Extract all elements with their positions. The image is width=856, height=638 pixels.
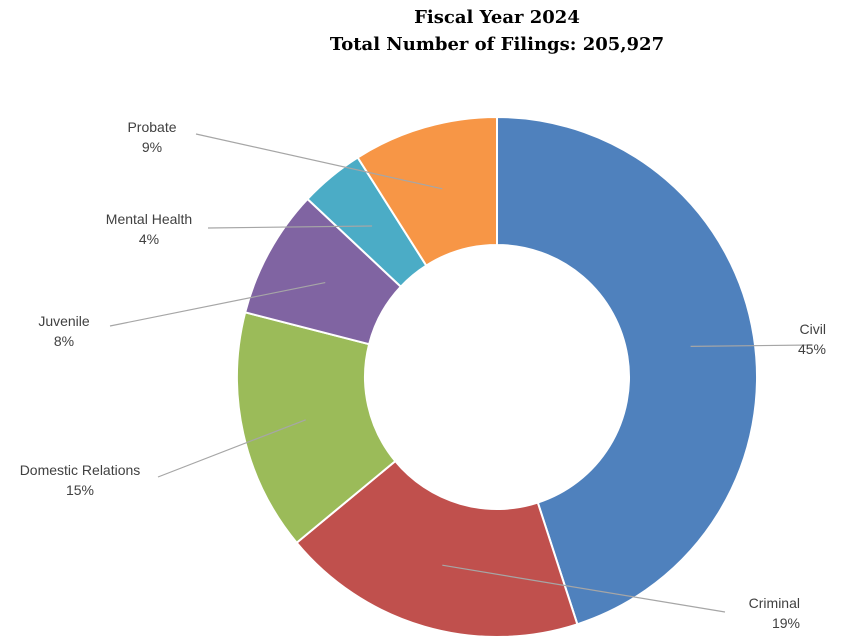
percent-probate: 9% bbox=[142, 139, 162, 155]
percent-juvenile: 8% bbox=[54, 333, 74, 349]
percent-criminal: 19% bbox=[772, 615, 800, 631]
percent-domestic-relations: 15% bbox=[66, 482, 94, 498]
slice-criminal bbox=[295, 459, 579, 638]
slice-labels: Civil 45% Criminal 19% Domestic Relations 15%… bbox=[20, 119, 826, 631]
leader-lines bbox=[109, 133, 813, 613]
leader-mental-health bbox=[207, 225, 373, 229]
label-civil: Civil bbox=[800, 321, 826, 337]
chart-subtitle: Total Number of Filings: 205,927 bbox=[330, 34, 664, 55]
leader-probate bbox=[195, 133, 443, 190]
label-domestic-relations: Domestic Relations bbox=[20, 462, 141, 478]
slice-domestic-relations bbox=[236, 311, 397, 545]
percent-civil: 45% bbox=[798, 341, 826, 357]
label-criminal: Criminal bbox=[749, 595, 800, 611]
slice-civil bbox=[496, 115, 758, 626]
donut-slices bbox=[236, 115, 758, 638]
leader-civil bbox=[690, 344, 813, 347]
label-mental-health: Mental Health bbox=[106, 211, 192, 227]
label-juvenile: Juvenile bbox=[38, 313, 90, 329]
label-probate: Probate bbox=[127, 119, 176, 135]
leader-domestic-relations bbox=[157, 419, 306, 478]
chart-title: Fiscal Year 2024 bbox=[414, 7, 580, 28]
slice-probate bbox=[356, 115, 498, 267]
percent-mental-health: 4% bbox=[139, 231, 159, 247]
leader-juvenile bbox=[109, 281, 326, 327]
leader-criminal bbox=[442, 564, 726, 613]
